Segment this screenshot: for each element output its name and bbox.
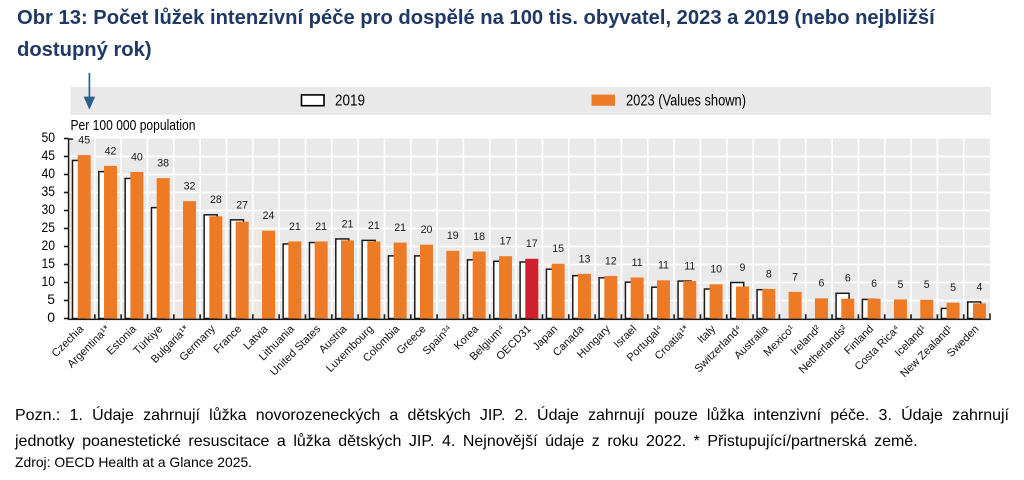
svg-text:10: 10 — [710, 264, 722, 276]
svg-text:20: 20 — [421, 224, 433, 236]
svg-text:50: 50 — [42, 129, 56, 145]
svg-text:7: 7 — [792, 271, 798, 283]
svg-text:45: 45 — [42, 147, 56, 163]
svg-text:45: 45 — [78, 134, 90, 146]
svg-text:2023 (Values shown): 2023 (Values shown) — [626, 93, 746, 110]
svg-text:4: 4 — [976, 281, 982, 293]
svg-text:6: 6 — [818, 278, 824, 290]
svg-text:15: 15 — [552, 243, 564, 255]
svg-text:24: 24 — [263, 210, 275, 222]
svg-text:Spain³⁴: Spain³⁴ — [421, 323, 456, 358]
svg-text:40: 40 — [131, 151, 143, 163]
svg-text:21: 21 — [315, 221, 327, 233]
svg-text:0: 0 — [47, 309, 55, 325]
svg-text:13: 13 — [579, 253, 591, 265]
svg-text:5: 5 — [47, 291, 55, 307]
svg-text:5: 5 — [897, 279, 903, 291]
svg-text:27: 27 — [236, 199, 248, 211]
svg-text:9: 9 — [739, 262, 745, 274]
svg-text:11: 11 — [632, 257, 643, 269]
svg-text:5: 5 — [950, 282, 956, 294]
svg-text:18: 18 — [473, 231, 485, 243]
svg-text:2019: 2019 — [335, 93, 365, 110]
svg-text:17: 17 — [500, 236, 512, 248]
svg-text:5: 5 — [924, 279, 930, 291]
svg-text:15: 15 — [42, 255, 56, 271]
svg-text:21: 21 — [394, 222, 406, 234]
svg-text:8: 8 — [766, 268, 772, 280]
svg-text:France: France — [212, 323, 245, 356]
svg-text:12: 12 — [605, 255, 617, 267]
svg-text:21: 21 — [342, 218, 354, 230]
svg-text:17: 17 — [526, 238, 538, 250]
svg-text:6: 6 — [845, 273, 851, 285]
svg-text:40: 40 — [42, 165, 56, 181]
svg-text:25: 25 — [42, 219, 56, 235]
svg-text:6: 6 — [871, 278, 877, 290]
svg-text:28: 28 — [210, 194, 222, 206]
svg-text:20: 20 — [42, 237, 56, 253]
svg-text:21: 21 — [368, 220, 380, 232]
svg-text:19: 19 — [447, 230, 459, 242]
svg-text:11: 11 — [684, 260, 695, 272]
svg-text:21: 21 — [289, 221, 301, 233]
svg-text:32: 32 — [184, 181, 196, 193]
svg-text:11: 11 — [658, 260, 669, 272]
svg-text:38: 38 — [157, 158, 169, 170]
svg-text:Italy: Italy — [695, 323, 718, 346]
svg-text:35: 35 — [42, 183, 56, 199]
svg-text:42: 42 — [105, 145, 117, 157]
svg-text:10: 10 — [42, 273, 56, 289]
svg-text:Per 100 000 population: Per 100 000 population — [71, 117, 196, 134]
svg-text:30: 30 — [42, 201, 56, 217]
